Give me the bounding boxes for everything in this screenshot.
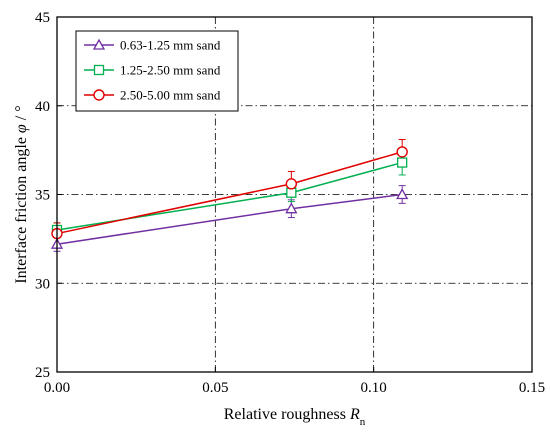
- data-point-s1-p2: [397, 157, 408, 168]
- x-tick-label-2: 0.10: [361, 380, 387, 396]
- data-point-s1-p1: [286, 187, 297, 198]
- x-axis-label-sub: n: [360, 416, 366, 428]
- y-tick-label-2: 35: [35, 188, 50, 204]
- legend-label-1: 1.25-2.50 mm sand: [120, 63, 221, 78]
- x-axis-label-main: Relative roughness: [224, 406, 350, 423]
- legend-label-0: 0.63-1.25 mm sand: [120, 38, 221, 53]
- data-point-s0-p2: [396, 188, 409, 200]
- data-point-s0-p1: [285, 202, 298, 214]
- legend-marker-2: [93, 89, 105, 101]
- x-axis-label-var: R: [349, 406, 360, 423]
- y-tick-label-0: 25: [35, 365, 50, 381]
- x-tick-label-1: 0.05: [202, 380, 228, 396]
- y-tick-label-3: 40: [35, 99, 50, 115]
- legend: 0.63-1.25 mm sand 1.25-2.50 mm sand 2.50-5…: [75, 30, 239, 112]
- x-axis-label: Relative roughness Rn: [224, 406, 366, 428]
- y-axis-label-var: φ: [13, 124, 30, 133]
- error-bars: [53, 138, 406, 252]
- data-point-s2-p1: [285, 178, 298, 190]
- legend-marker-1: [93, 64, 105, 76]
- y-axis-label-unit: / °: [13, 105, 30, 124]
- y-tick-label-1: 30: [35, 276, 50, 292]
- legend-label-2: 2.50-5.00 mm sand: [120, 88, 221, 103]
- y-axis-label: Interface friction angle φ / °: [13, 105, 30, 283]
- x-tick-label-3: 0.15: [519, 380, 545, 396]
- legend-marker-0: [92, 38, 106, 50]
- y-axis-label-main: Interface friction angle: [13, 133, 30, 284]
- series-lines: [56, 151, 403, 245]
- y-tick-label-4: 45: [35, 10, 50, 26]
- axis-ticks: 0.00 0.05 0.10 0.15 25 30 35 40 45: [35, 10, 545, 396]
- x-tick-label-0: 0.00: [44, 380, 70, 396]
- data-point-s2-p2: [396, 146, 408, 158]
